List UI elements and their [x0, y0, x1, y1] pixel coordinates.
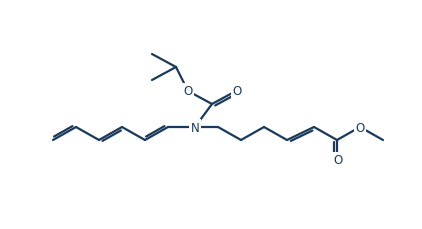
Text: N: N — [191, 121, 199, 134]
Text: O: O — [233, 85, 242, 98]
Text: O: O — [333, 154, 343, 167]
Text: O: O — [184, 85, 192, 98]
Text: O: O — [355, 121, 365, 134]
